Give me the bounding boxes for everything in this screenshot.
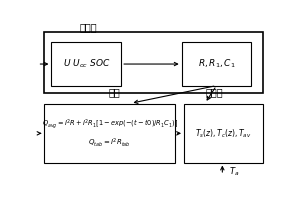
FancyBboxPatch shape bbox=[52, 42, 121, 86]
Text: $T_a$: $T_a$ bbox=[229, 166, 240, 178]
Text: 电模型: 电模型 bbox=[80, 22, 98, 32]
Text: 产热: 产热 bbox=[108, 87, 120, 97]
Text: $T_s(z),T_c(z),T_{av}$: $T_s(z),T_c(z),T_{av}$ bbox=[195, 127, 252, 140]
Text: 热模型: 热模型 bbox=[206, 87, 223, 97]
FancyBboxPatch shape bbox=[44, 104, 175, 163]
FancyBboxPatch shape bbox=[182, 42, 251, 86]
Text: $Q_{tab}=I^2R_{tab}$: $Q_{tab}=I^2R_{tab}$ bbox=[88, 136, 131, 149]
Text: $Q_{avg}=I^2R+I^2R_1[1-exp(-(t-t0)/R_1C_1)]$: $Q_{avg}=I^2R+I^2R_1[1-exp(-(t-t0)/R_1C_… bbox=[42, 117, 178, 131]
Text: $U$ $U_{oc}$ $SOC$: $U$ $U_{oc}$ $SOC$ bbox=[63, 58, 110, 70]
Text: $R,R_1,C_1$: $R,R_1,C_1$ bbox=[198, 58, 236, 70]
FancyBboxPatch shape bbox=[44, 32, 263, 93]
FancyBboxPatch shape bbox=[184, 104, 263, 163]
